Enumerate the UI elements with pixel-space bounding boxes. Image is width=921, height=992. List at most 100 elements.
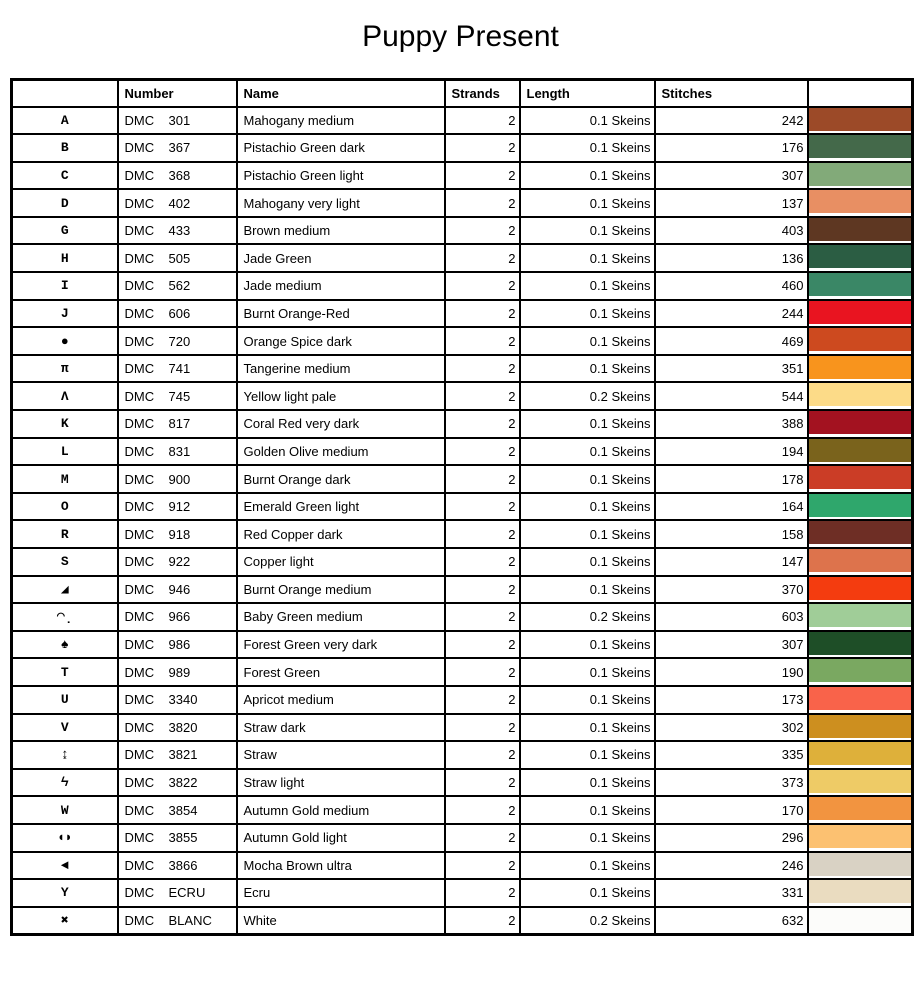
length-cell: 0.1 Skeins [518,878,656,908]
code-label: 301 [168,112,191,128]
color-cell [806,795,914,825]
code-label: 900 [168,471,191,487]
name-cell: Coral Red very dark [235,409,446,439]
brand-label: DMC [124,830,155,846]
symbol-cell: J [10,298,119,329]
brand-label: DMC [124,388,155,404]
strands-cell: 2 [443,602,521,632]
color-cell [806,298,914,329]
color-swatch [809,218,911,241]
color-swatch [809,108,911,131]
number-cell: DMC 989 [116,657,238,687]
length-cell: 0.1 Skeins [518,491,656,522]
name-cell: Tangerine medium [235,353,446,384]
length-cell: 0.1 Skeins [518,188,656,218]
symbol-cell: K [10,409,119,439]
length-cell: 0.1 Skeins [518,326,656,356]
stitches-cell: 190 [653,657,809,687]
brand-label: DMC [124,609,155,625]
color-cell [806,491,914,522]
name-cell: Burnt Orange medium [235,574,446,605]
brand-label: DMC [124,912,155,928]
color-swatch [809,577,911,600]
brand-label: DMC [124,416,155,432]
color-cell [806,353,914,384]
legend-row: A DMC 301 Mahogany medium 2 0.1 Skeins 24… [10,105,914,136]
number-cell: DMC 966 [116,602,238,632]
header-color [806,78,914,108]
stitches-cell: 176 [653,133,809,163]
length-cell: 0.1 Skeins [518,519,656,549]
strands-cell: 2 [443,740,521,770]
code-label: 922 [168,554,191,570]
stitches-cell: 460 [653,271,809,301]
color-swatch [809,384,911,407]
legend-row: ✖ DMC BLANC White 2 0.2 Skeins 632 [10,905,914,936]
length-cell: 0.1 Skeins [518,767,656,798]
number-cell: DMC 741 [116,353,238,384]
length-cell: 0.1 Skeins [518,160,656,191]
length-cell: 0.1 Skeins [518,409,656,439]
legend-row: ◢ DMC 946 Burnt Orange medium 2 0.1 Skein… [10,574,914,605]
length-cell: 0.1 Skeins [518,271,656,301]
legend-row: ◠̣ DMC 966 Baby Green medium 2 0.2 Skeins… [10,602,914,632]
code-label: 989 [168,664,191,680]
code-label: 966 [168,609,191,625]
code-label: 817 [168,416,191,432]
strands-cell: 2 [443,353,521,384]
strands-cell: 2 [443,133,521,163]
symbol-cell: ◢ [10,574,119,605]
number-cell: DMC 831 [116,436,238,467]
name-cell: Orange Spice dark [235,326,446,356]
name-cell: Autumn Gold light [235,822,446,853]
code-label: 3340 [168,692,198,708]
strands-cell: 2 [443,298,521,329]
number-cell: DMC 402 [116,188,238,218]
legend-row: K DMC 817 Coral Red very dark 2 0.1 Skein… [10,409,914,439]
color-cell [806,409,914,439]
legend-row: W DMC 3854 Autumn Gold medium 2 0.1 Skein… [10,795,914,825]
color-swatch [809,881,911,904]
length-cell: 0.1 Skeins [518,740,656,770]
symbol-cell: ● [10,326,119,356]
brand-label: DMC [124,664,155,680]
stitches-cell: 302 [653,712,809,743]
color-swatch [809,825,911,848]
code-label: 433 [168,223,191,239]
stitches-cell: 335 [653,740,809,770]
brand-label: DMC [124,885,155,901]
legend-row: H DMC 505 Jade Green 2 0.1 Skeins 136 [10,243,914,274]
symbol-cell: L [10,436,119,467]
strands-cell: 2 [443,547,521,577]
header-strands: Strands [443,78,521,108]
stitches-cell: 632 [653,905,809,936]
code-label: 368 [168,167,191,183]
strands-cell: 2 [443,905,521,936]
length-cell: 0.2 Skeins [518,381,656,412]
symbol-cell: R [10,519,119,549]
color-swatch [809,136,911,159]
legend-row: U DMC 3340 Apricot medium 2 0.1 Skeins 17… [10,684,914,715]
symbol-cell: A [10,105,119,136]
stitches-cell: 178 [653,464,809,494]
strands-cell: 2 [443,822,521,853]
stitches-cell: 307 [653,629,809,660]
stitches-cell: 173 [653,684,809,715]
legend-row: ϟ DMC 3822 Straw light 2 0.1 Skeins 373 [10,767,914,798]
number-cell: DMC 368 [116,160,238,191]
color-swatch [809,467,911,490]
code-label: 402 [168,195,191,211]
symbol-cell: M [10,464,119,494]
stitches-cell: 296 [653,822,809,853]
stitches-cell: 603 [653,602,809,632]
strands-cell: 2 [443,326,521,356]
color-cell [806,436,914,467]
symbol-cell: Λ [10,381,119,412]
symbol-cell: I [10,271,119,301]
length-cell: 0.1 Skeins [518,822,656,853]
color-swatch [809,163,911,186]
color-swatch [809,770,911,793]
name-cell: Emerald Green light [235,491,446,522]
color-swatch [809,274,911,297]
color-swatch [809,743,911,766]
